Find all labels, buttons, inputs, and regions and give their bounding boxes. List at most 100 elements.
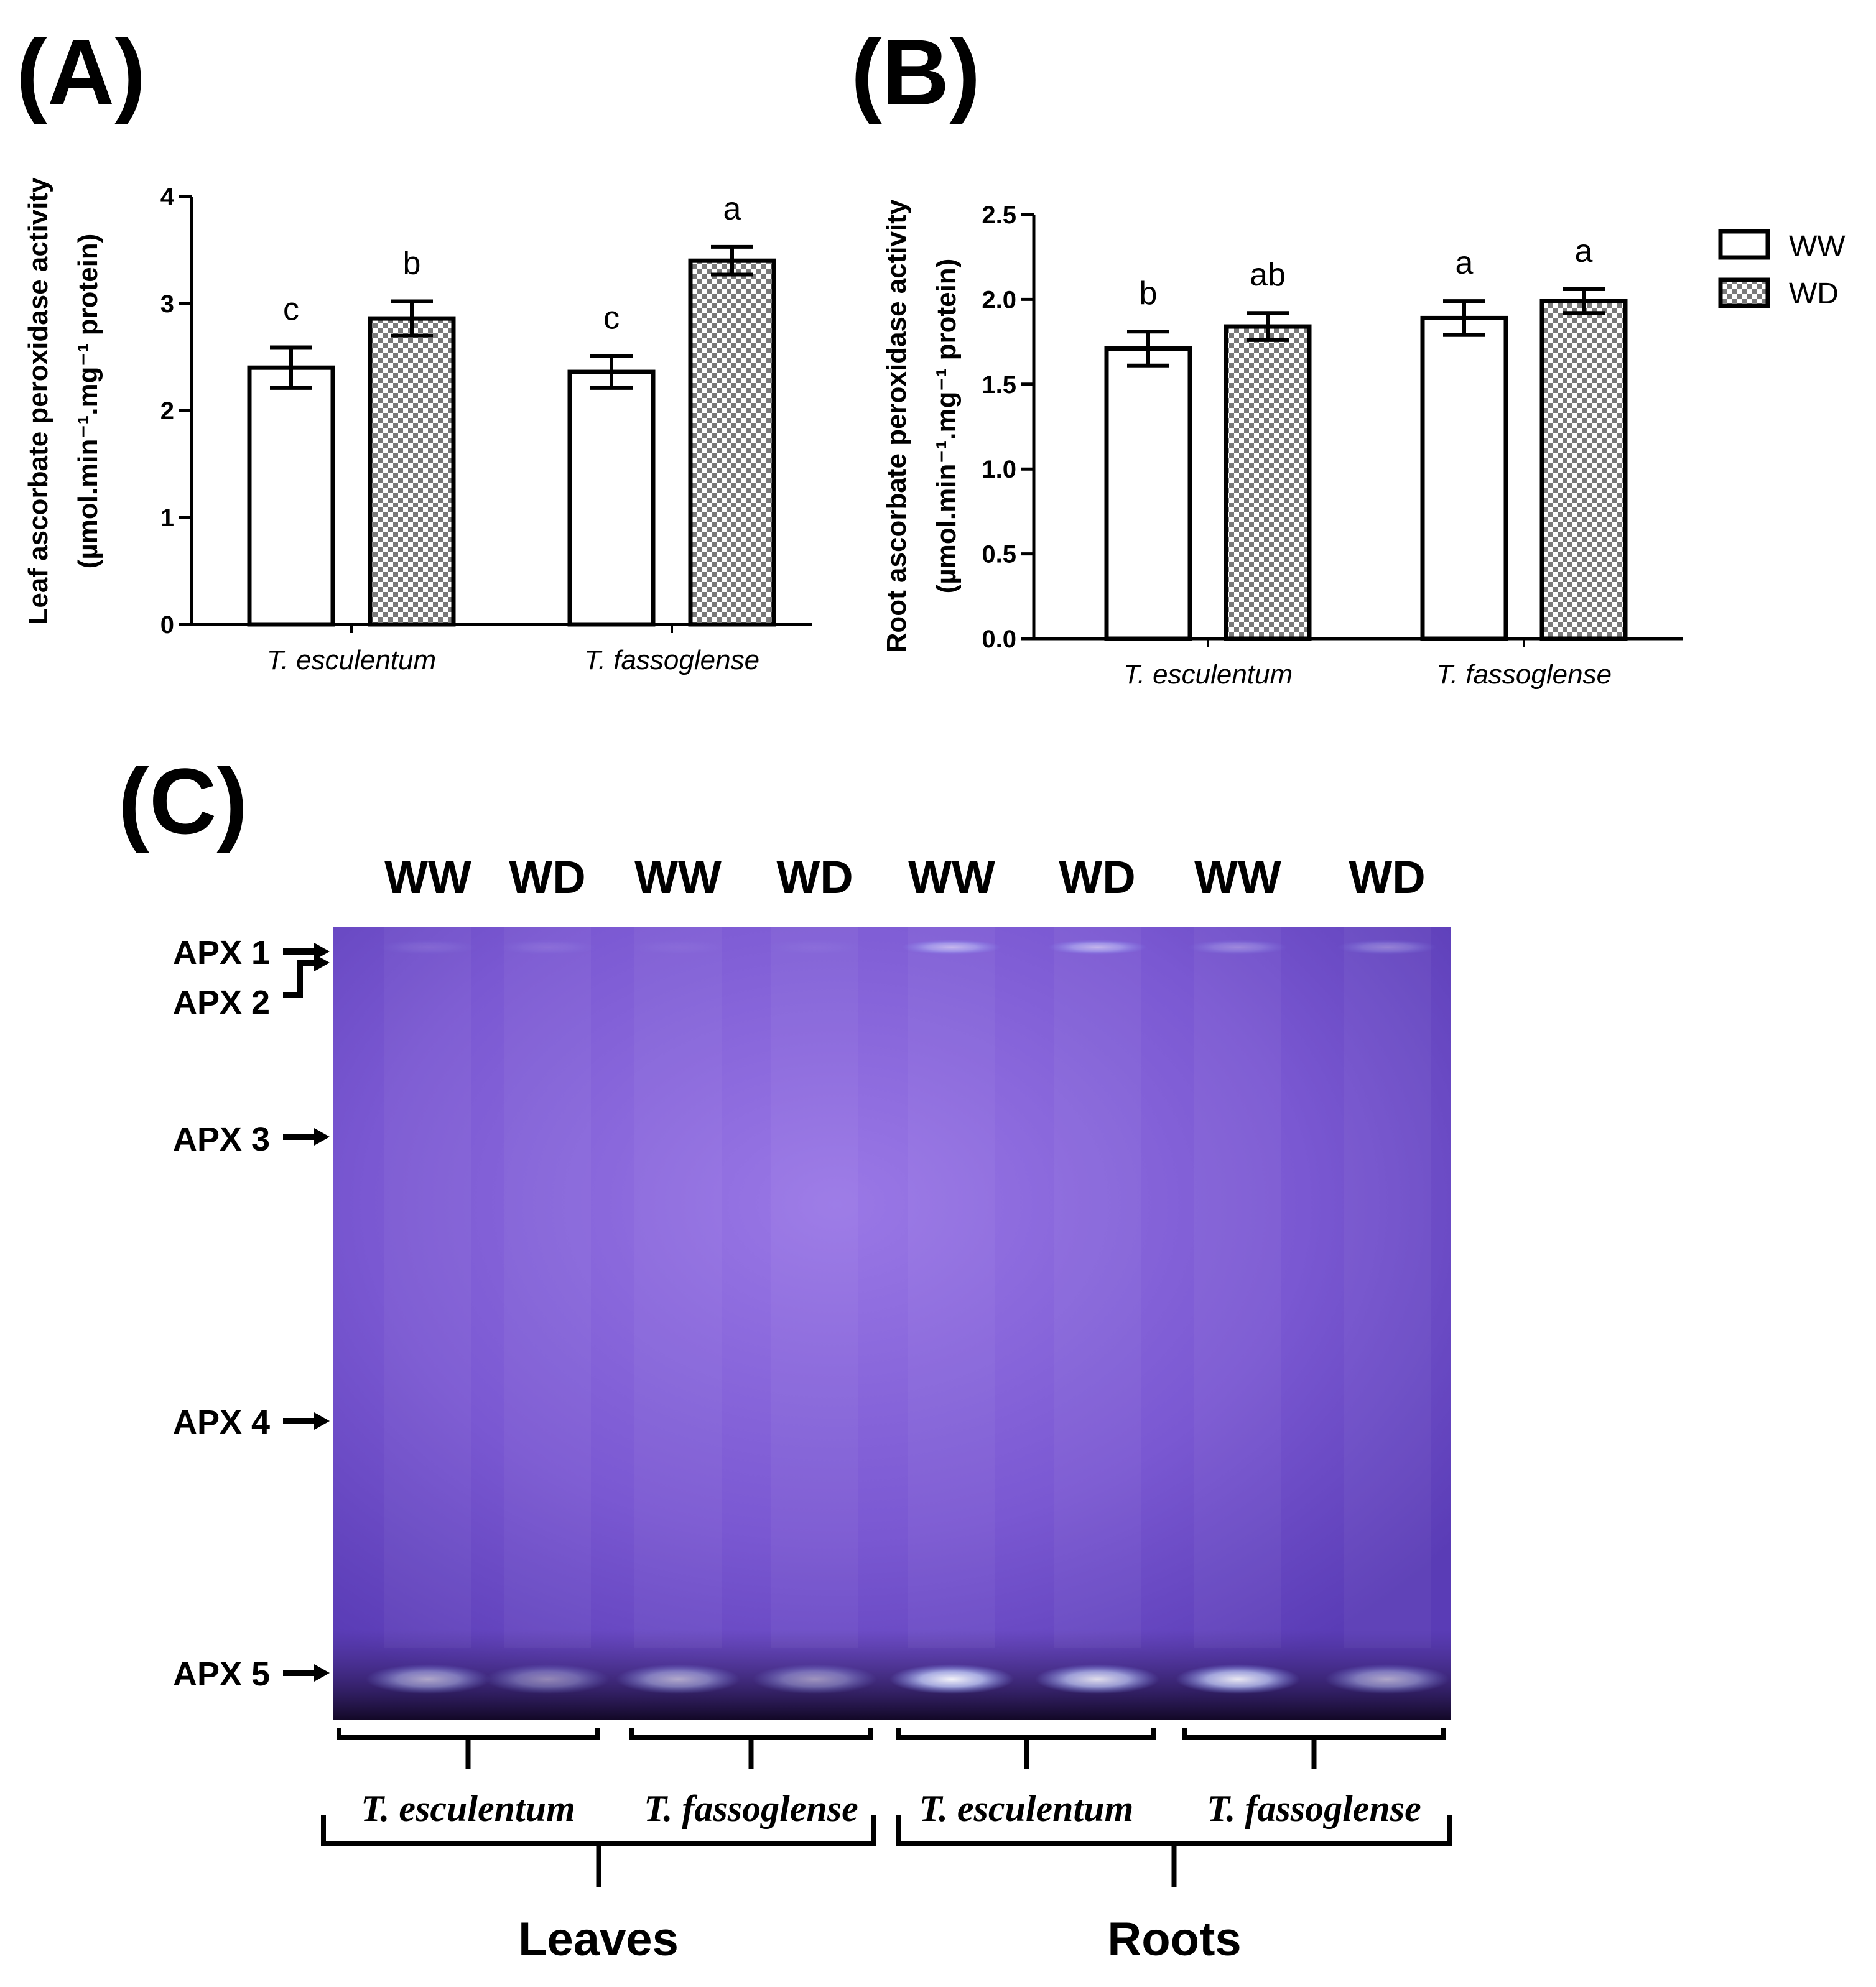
gel-lane [1054,927,1141,1648]
zymogram-gel [333,927,1451,1720]
panel-a-label: (A) [16,20,146,124]
group-bracket [1182,1728,1446,1769]
legend-label-ww: WW [1789,230,1846,263]
arrowhead [314,954,330,971]
legend-swatch-wd [1718,277,1770,308]
lane-label: WD [1059,851,1135,903]
significance-letter: b [403,246,421,282]
band-apx1 [498,940,597,955]
panel-b-label: (B) [851,20,980,124]
band-label: APX 3 [173,1121,270,1158]
y-tick-label: 4 [160,183,175,211]
gel-lane [908,927,995,1648]
group-bracket [896,1728,1156,1769]
chart-b-ylabel-line1: Root ascorbate peroxidase activity [881,199,912,652]
group-bracket [321,1815,876,1887]
gel-lane [384,927,471,1648]
lane-label: WW [908,851,995,903]
bar-ww [567,369,656,627]
gel-lane [504,927,591,1648]
band-apx1 [628,940,728,955]
gel-group-label: T. esculentum [919,1788,1134,1829]
bar-wd [368,316,456,627]
chart-b-ylabel-line2: (µmol.min⁻¹.mg⁻¹ protein) [931,259,962,594]
gel-lane [771,927,858,1648]
lane-label: WW [384,851,471,903]
band-apx5 [1325,1664,1449,1694]
tissue-label-roots: Roots [1107,1913,1241,1966]
tissue-label-leaves: Leaves [518,1913,679,1966]
band-apx5 [485,1664,610,1694]
bar-wd [688,258,776,627]
group-bracket [337,1728,600,1769]
bar-ww [1104,346,1192,641]
x-category-label: T. fassoglense [584,645,759,675]
lane-label: WD [1349,851,1425,903]
x-category-label: T. esculentum [1123,659,1293,690]
y-tick-label: 2.5 [982,201,1016,229]
band-label: APX 5 [173,1656,270,1693]
band-apx5 [1176,1664,1300,1694]
bar-ww [1420,315,1508,641]
gel-group-label: T. esculentum [361,1788,575,1829]
chart-b: Root ascorbate peroxidase activity (µmol… [881,199,1683,690]
band-apx5 [616,1664,740,1694]
band-apx5 [1035,1664,1159,1694]
gel-group-label: T. fassoglense [1207,1788,1421,1829]
band-apx1 [1337,940,1437,955]
bar-wd [1224,324,1312,641]
y-tick-label: 0.0 [982,626,1016,653]
y-tick-label: 1 [160,504,174,532]
lane-label: WD [509,851,585,903]
y-tick-label: 2 [160,397,174,425]
y-tick-label: 1.0 [982,456,1016,483]
band-apx1 [902,940,1001,955]
significance-letter: a [1575,233,1593,269]
y-tick-label: 1.5 [982,371,1016,399]
legend: WW WD [1718,229,1846,310]
group-bracket [896,1815,1452,1887]
lane-label: WW [634,851,722,903]
x-category-label: T. fassoglense [1436,659,1612,690]
gel-background [333,927,1451,1720]
y-tick-label: 2.0 [982,286,1016,313]
gel-lane [634,927,722,1648]
band-label: APX 4 [173,1404,270,1441]
chart-a: Leaf ascorbate peroxidase activity (µmol… [23,177,812,675]
band-arrow-apx2 [283,960,317,998]
panel-c-label: (C) [118,749,248,853]
significance-letter: ab [1250,257,1286,293]
significance-letter: a [723,191,741,227]
gel-group-label: T. fassoglense [644,1788,858,1829]
gel-lane [1194,927,1281,1648]
significance-letter: c [283,292,299,328]
significance-letter: a [1456,245,1474,281]
bar-wd [1539,299,1628,641]
y-tick-label: 3 [160,290,174,318]
band-apx5 [889,1664,1014,1694]
y-tick-label: 0.5 [982,541,1016,568]
chart-a-ylabel-line2: (µmol.min⁻¹.mg⁻¹ protein) [73,234,103,569]
significance-letter: b [1140,276,1158,312]
legend-swatch-ww [1718,229,1770,260]
bar-ww [247,365,335,627]
band-apx1 [1047,940,1147,955]
band-apx1 [765,940,865,955]
arrowhead [314,1412,330,1430]
band-apx1 [378,940,478,955]
x-category-label: T. esculentum [267,645,436,675]
band-apx1 [1188,940,1288,955]
lane-label: WD [776,851,853,903]
arrowhead [314,1664,330,1682]
lane-label: WW [1194,851,1281,903]
group-bracket [629,1728,873,1769]
band-label: APX 2 [173,984,270,1021]
arrowhead [314,1128,330,1146]
band-label: APX 1 [173,934,270,971]
band-apx5 [366,1664,490,1694]
y-tick-label: 0 [160,611,174,639]
legend-label-wd: WD [1789,277,1839,310]
gel-lane [1344,927,1431,1648]
significance-letter: c [603,300,620,336]
